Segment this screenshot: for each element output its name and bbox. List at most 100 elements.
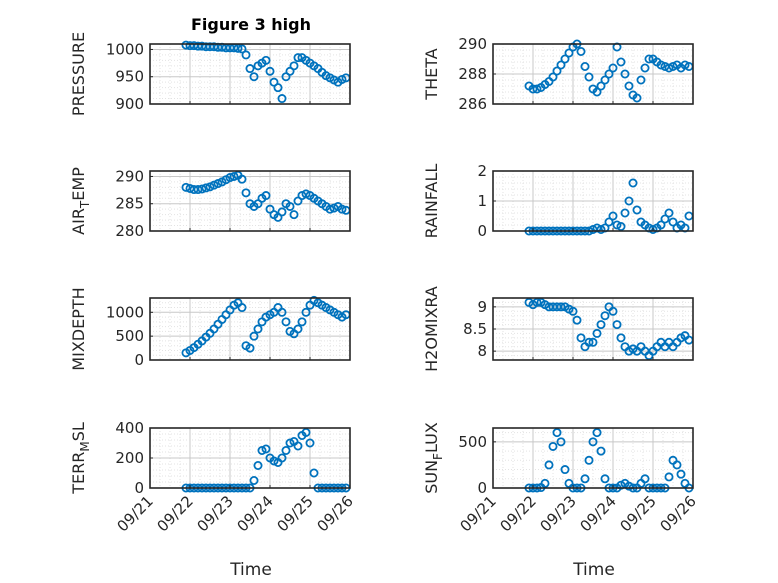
x-tick-label: 09/22 bbox=[154, 492, 197, 535]
y-tick-label: 900 bbox=[115, 95, 144, 113]
data-point bbox=[584, 72, 594, 82]
y-axis-label: AIRTEMP bbox=[69, 167, 92, 235]
data-point bbox=[261, 55, 271, 65]
data-point bbox=[281, 317, 291, 327]
data-point bbox=[261, 191, 271, 201]
data-point bbox=[648, 224, 658, 234]
data-point bbox=[265, 66, 275, 76]
axes-box bbox=[149, 170, 351, 232]
data-point bbox=[301, 307, 311, 317]
data-point bbox=[624, 196, 634, 206]
y-tick-label: 286 bbox=[458, 95, 487, 113]
data-point bbox=[616, 221, 626, 231]
data-point bbox=[532, 297, 542, 307]
data-point bbox=[576, 333, 586, 343]
data-point bbox=[293, 53, 303, 63]
data-point bbox=[197, 184, 207, 194]
data-point bbox=[309, 468, 319, 478]
data-point bbox=[576, 47, 586, 57]
x-tick-label: 09/23 bbox=[194, 492, 237, 535]
subplot-5: 0 500 1000 MIXDEPTH bbox=[69, 287, 351, 371]
data-point bbox=[668, 62, 678, 72]
data-point bbox=[253, 324, 263, 334]
data-point bbox=[225, 173, 235, 183]
data-point bbox=[620, 208, 630, 218]
data-point bbox=[548, 72, 558, 82]
data-point bbox=[580, 474, 590, 484]
data-point bbox=[285, 201, 295, 211]
y-tick-label: 0 bbox=[134, 351, 144, 369]
data-point bbox=[664, 208, 674, 218]
y-tick-label: 1000 bbox=[106, 303, 144, 321]
data-point bbox=[560, 54, 570, 64]
data-point bbox=[596, 446, 606, 456]
data-point bbox=[237, 303, 247, 313]
y-axis-label: PRESSURE bbox=[69, 32, 88, 116]
x-tick-label: 09/25 bbox=[617, 492, 660, 535]
y-tick-label: 280 bbox=[115, 222, 144, 240]
y-axis-label: TERRMSL bbox=[69, 422, 92, 495]
data-point bbox=[544, 460, 554, 470]
data-point bbox=[540, 478, 550, 488]
data-point bbox=[636, 75, 646, 85]
data-point bbox=[600, 474, 610, 484]
data-point bbox=[664, 63, 674, 73]
x-tick-label: 09/25 bbox=[274, 492, 317, 535]
data-point bbox=[253, 460, 263, 470]
y-axis-label: RAINFALL bbox=[422, 164, 441, 239]
x-tick-label: 09/21 bbox=[457, 492, 500, 535]
data-point bbox=[568, 306, 578, 316]
y-axis-label: THETA bbox=[422, 48, 441, 100]
axes-box bbox=[149, 297, 351, 361]
data-point bbox=[640, 63, 650, 73]
data-point bbox=[596, 224, 606, 234]
data-point bbox=[249, 72, 259, 82]
data-point bbox=[325, 204, 335, 214]
data-point bbox=[628, 178, 638, 188]
y-tick-label: 290 bbox=[115, 167, 144, 185]
data-point bbox=[656, 60, 666, 70]
x-axis-label-right: Time bbox=[572, 560, 615, 580]
data-point bbox=[592, 428, 602, 438]
data-point bbox=[337, 204, 347, 214]
data-point bbox=[257, 445, 267, 455]
data-point bbox=[608, 306, 618, 316]
data-point bbox=[273, 83, 283, 93]
data-point bbox=[592, 328, 602, 338]
data-point bbox=[241, 50, 251, 60]
axes-box bbox=[492, 427, 694, 489]
data-point bbox=[249, 475, 259, 485]
data-point bbox=[277, 207, 287, 217]
y-tick-label: 950 bbox=[115, 68, 144, 86]
data-point bbox=[604, 69, 614, 79]
data-point bbox=[281, 445, 291, 455]
data-point bbox=[277, 307, 287, 317]
y-tick-label: 400 bbox=[115, 419, 144, 437]
subplot-6: 8 8.5 9 H2OMIXRA bbox=[422, 286, 694, 372]
y-tick-label: 8.5 bbox=[463, 320, 487, 338]
data-point bbox=[672, 460, 682, 470]
data-point bbox=[229, 171, 239, 181]
data-point bbox=[201, 183, 211, 193]
y-tick-label: 9 bbox=[477, 298, 487, 316]
data-point bbox=[596, 320, 606, 330]
y-tick-label: 500 bbox=[458, 433, 487, 451]
data-point bbox=[297, 317, 307, 327]
y-tick-label: 500 bbox=[115, 327, 144, 345]
figure-title: Figure 3 high bbox=[191, 15, 311, 34]
data-point bbox=[293, 324, 303, 334]
data-point bbox=[285, 438, 295, 448]
data-point bbox=[588, 337, 598, 347]
data-point bbox=[632, 93, 642, 103]
y-tick-label: 290 bbox=[458, 35, 487, 53]
data-point bbox=[560, 465, 570, 475]
data-point bbox=[668, 217, 678, 227]
data-point bbox=[612, 220, 622, 230]
y-tick-label: 0 bbox=[477, 222, 487, 240]
data-point bbox=[245, 64, 255, 74]
data-point bbox=[588, 437, 598, 447]
x-tick-label: 09/26 bbox=[657, 492, 700, 535]
y-tick-label: 1000 bbox=[106, 40, 144, 58]
